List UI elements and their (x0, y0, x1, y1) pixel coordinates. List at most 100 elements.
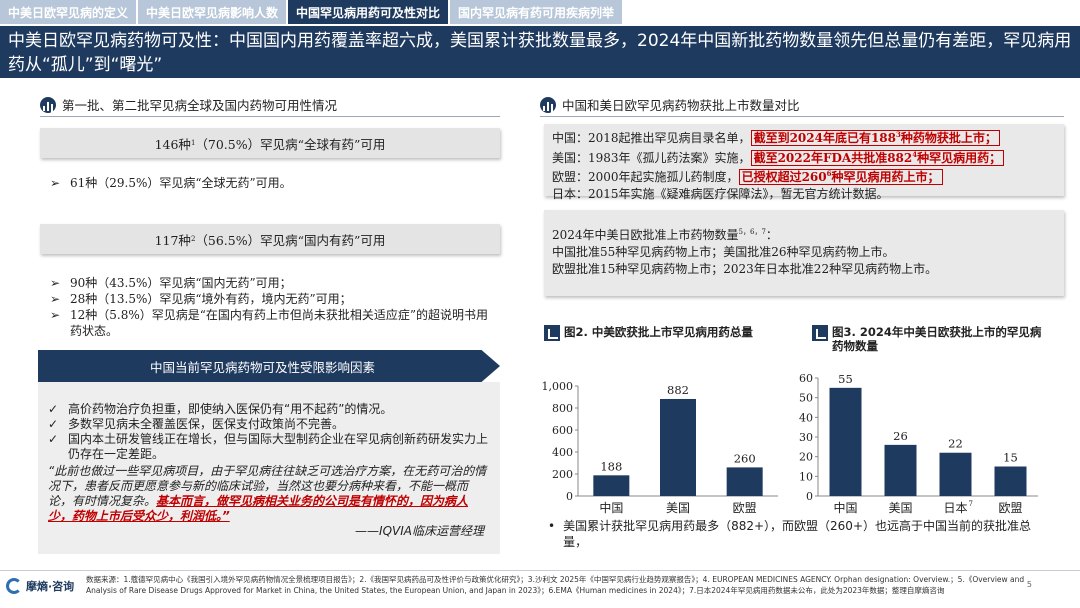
list-item: ✓ 国内本土研发管线正在增长，但与国际大型制药企业在罕见病创新药研发实力上仍存在一… (48, 432, 489, 461)
divider (540, 116, 1064, 117)
factors-banner: 中国当前罕见病药物可及性受限影响因素 (38, 350, 500, 382)
tab-drug-accessibility[interactable]: 中国罕见病用药可及性对比 (288, 0, 449, 24)
bar (829, 387, 862, 496)
bar-value-label: 15 (1003, 451, 1018, 465)
list-item: ✓ 高价药物治疗负担重，即使纳入医保仍有“用不起药”的情况。 (48, 402, 393, 416)
bar (726, 467, 763, 496)
x-tick-label: 欧盟 (998, 501, 1022, 515)
country-policy-box: 中国：2018起推出罕见病目录名单， 截至到2024年底已有1883种药物获批上市… (544, 124, 1064, 201)
expert-quote: “此前也做过一些罕见病项目，由于罕见病往往缺乏可选治疗方案，在无药可治的情况下，… (48, 464, 487, 523)
bar (939, 452, 972, 496)
y-tick-label: 0 (806, 490, 813, 503)
list-item: ➢ 28种（13.5%）罕见病“境外有药，境内无药”可用； (50, 292, 352, 306)
y-tick-label: 30 (799, 431, 813, 444)
y-tick-label: 20 (799, 451, 813, 464)
approvals-line: 欧盟批准15种罕见病药物上市；2023年日本批准22种罕见病药物上市。 (552, 262, 938, 276)
highlight-text: 截至2022年FDA共批准8824种罕见病用药； (750, 149, 1005, 166)
y-tick-label: 0 (566, 490, 573, 503)
highlight-text: 已授权超过2606种罕见病用药上市； (738, 169, 943, 185)
footer-divider (0, 570, 1080, 571)
country-line: 日本：2015年实施《疑难病医疗保障法》，暂无官方统计数据。 (552, 186, 889, 201)
global-available-box: 146种 1 （70.5%）罕见病“全球有药”可用 (40, 128, 500, 158)
list-item: ➢ 90种（43.5%）罕见病“国内无药”可用； (50, 276, 292, 290)
bar-chart-icon (812, 325, 828, 341)
right-section-header: 中国和美日欧罕见病药物获批上市数量对比 (540, 95, 800, 114)
country-line: 美国：1983年《孤儿药法案》实施， 截至2022年FDA共批准8824种罕见病用… (552, 147, 1056, 167)
y-tick-label: 800 (552, 402, 573, 415)
y-tick-label: 1,000 (542, 380, 574, 393)
factors-panel: ✓ 高价药物治疗负担重，即使纳入医保仍有“用不起药”的情况。 ✓ 多数罕见病未全覆盖… (38, 382, 500, 554)
fig2-chart: 0 200 400 600 800 1,000 188 中国 882 美国 260 欧盟 (542, 380, 778, 515)
x-tick-label: 美国 (666, 501, 690, 515)
x-tick-label: 中国 (833, 500, 857, 515)
global-available-count: 146种 (154, 136, 191, 152)
footnote-ref: 2 (190, 235, 196, 243)
y-tick-label: 50 (799, 392, 813, 405)
country-line: 中国：2018起推出罕见病目录名单， 截至到2024年底已有1883种药物获批上市… (552, 127, 1056, 147)
bar (660, 398, 696, 496)
highlight-text: 截至到2024年底已有1883种药物获批上市； (750, 130, 1000, 146)
x-tick-label: 中国 (599, 500, 623, 515)
page-number: 5 (1026, 580, 1032, 589)
y-tick-label: 40 (799, 411, 813, 424)
left-section-title: 第一批、第二批罕见病全球及国内药物可用性情况 (62, 98, 338, 113)
approvals-line: 2024年中美日欧批准上市药物数量5，6，7： (552, 228, 778, 242)
divider (40, 116, 500, 117)
bar-value-label: 882 (667, 383, 689, 397)
approvals-2024-box: 2024年中美日欧批准上市药物数量5，6，7： 中国批准55种罕见病药物上市；美… (544, 210, 1064, 296)
bar (593, 475, 630, 496)
check-icon: ✓ (48, 417, 59, 431)
footer-logo: 摩熵·咨询 (6, 578, 74, 594)
fig2-title: 图2. 中美欧获批上市罕见病用药总量 (544, 325, 784, 341)
domestic-available-box: 117种 2 （56.5%）罕见病“国内有药”可用 (40, 224, 500, 254)
bar (884, 444, 917, 496)
quote-author: ——IQVIA临床运营经理 (355, 524, 484, 538)
left-section-header: 第一批、第二批罕见病全球及国内药物可用性情况 (40, 95, 337, 114)
quote-highlight: 基本而言，做罕见病相关业务的公司是有情怀的，因为病人少，药物上市后受众少，利润低… (48, 494, 469, 523)
x-tick-label: 美国 (888, 501, 912, 515)
x-tick-label: 欧盟 (733, 501, 757, 515)
summary-text: • 美国累计获批罕见病用药最多（882+），而欧盟（260+）也远高于中国当前的获… (548, 519, 1031, 549)
tab-disease-list[interactable]: 国内罕见病有药可用疾病列举 (450, 0, 623, 24)
page-title: 中美日欧罕见病药物可及性：中国国内用药覆盖率超六成，美国累计获批数量最多，202… (0, 26, 1080, 78)
list-item: ✓ 多数罕见病未全覆盖医保，医保支付政策尚不完善。 (48, 417, 345, 431)
arrow-bullet-icon: ➢ (50, 176, 61, 190)
arrow-bullet-icon: ➢ (50, 308, 61, 322)
domestic-available-count: 117种 (154, 232, 191, 248)
check-icon: ✓ (48, 432, 59, 446)
arrow-bullet-icon: ➢ (50, 292, 61, 306)
global-none-text: 61种（29.5%）罕见病“全球无药”可用。 (70, 176, 292, 190)
chart-icon (540, 96, 556, 113)
bar-value-label: 188 (600, 459, 622, 473)
approvals-line: 中国批准55种罕见病药物上市；美国批准26种罕见病药物上市。 (552, 245, 895, 259)
y-tick-label: 200 (552, 468, 573, 481)
fig3-chart: 0 10 20 30 40 50 60 55 中国 26 美国 22 日本 7 15 欧盟 (799, 372, 1038, 515)
bar-chart-icon (544, 325, 560, 341)
bar-value-label: 26 (893, 429, 908, 443)
bar-value-label: 55 (838, 372, 853, 386)
arrow-bullet-icon: ➢ (50, 276, 61, 290)
global-none-list: ➢ 61种（29.5%）罕见病“全球无药”可用。 (50, 175, 490, 191)
footnote-ref: 7 (969, 500, 973, 508)
bar-value-label: 22 (948, 437, 963, 451)
chart-icon (40, 96, 56, 113)
x-tick-label: 日本 (943, 501, 967, 515)
tab-affected-population[interactable]: 中美日欧罕见病影响人数 (138, 0, 287, 24)
y-tick-label: 600 (552, 424, 573, 437)
bar-value-label: 260 (734, 451, 756, 465)
list-item: ➢ 12种（5.8%）罕见病是“在国内有药上市但尚未获批相关适应症”的超说明书用药… (50, 308, 489, 338)
data-sources: 数据来源：1.蔻德罕见病中心《我国引入境外罕见病药物情况全景梳理项目报告》；2.… (86, 575, 1025, 595)
check-icon: ✓ (48, 402, 59, 416)
right-section-title: 中国和美日欧罕见病药物获批上市数量对比 (562, 98, 800, 113)
domestic-available-text: （56.5%）罕见病“国内有药”可用 (195, 232, 386, 248)
bar (994, 466, 1027, 496)
domestic-list: ➢ 90种（43.5%）罕见病“国内无药”可用； ➢ 28种（13.5%）罕见病“境… (50, 275, 495, 339)
tab-definition[interactable]: 中美日欧罕见病的定义 (0, 0, 137, 24)
bullet-dot-icon: • (548, 519, 556, 533)
tab-bar: 中美日欧罕见病的定义 中美日欧罕见病影响人数 中国罕见病用药可及性对比 国内罕见… (0, 0, 1080, 26)
country-line: 欧盟：2000年起实施孤儿药制度， 已授权超过2606种罕见病用药上市； (552, 166, 1056, 186)
logo-icon (6, 578, 22, 594)
global-available-text: （70.5%）罕见病“全球有药”可用 (195, 136, 386, 152)
fig3-title: 图3. 2024年中美日欧获批上市的罕见病药物数量 (812, 325, 1042, 353)
y-tick-label: 10 (799, 470, 813, 483)
